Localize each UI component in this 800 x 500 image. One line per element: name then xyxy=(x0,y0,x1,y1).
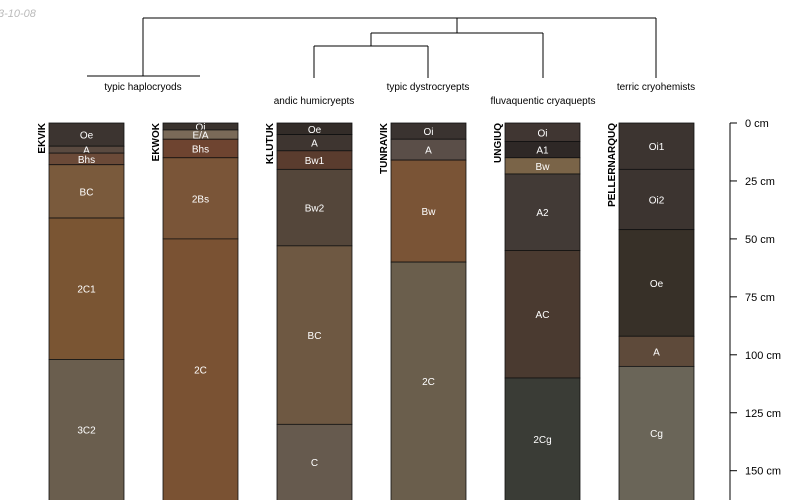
horizon-label: Oi2 xyxy=(649,195,665,206)
horizon-ekvik-5 xyxy=(48,359,125,500)
date-stamp: 3-10-08 xyxy=(0,8,36,20)
horizon-ekwok-4 xyxy=(162,238,239,500)
horizon-label: 2C xyxy=(422,377,435,388)
horizon-label: A2 xyxy=(536,208,549,219)
profile-name-pellernarquq: PELLERNARQUQ xyxy=(607,123,618,207)
horizon-label: Oe xyxy=(80,131,94,142)
horizon-label: Bw1 xyxy=(305,156,325,167)
horizon-ungiuq-3 xyxy=(504,173,581,251)
horizon-ungiuq-4 xyxy=(504,250,581,379)
depth-tick-label-75: 75 cm xyxy=(745,292,775,304)
profile-name-ekwok: EKWOK xyxy=(151,122,162,161)
horizon-label: AC xyxy=(536,310,550,321)
horizon-ungiuq-5 xyxy=(504,377,581,500)
horizon-label: Oe xyxy=(308,125,322,136)
taxon-label-5: terric cryohemists xyxy=(617,82,695,93)
horizon-label: A xyxy=(311,139,318,150)
horizon-label: Bhs xyxy=(192,144,209,155)
depth-tick-label-50: 50 cm xyxy=(745,234,775,246)
horizon-label: Oe xyxy=(650,279,664,290)
horizon-pellernarquq-2 xyxy=(618,229,695,337)
horizon-label: 2Bs xyxy=(192,194,209,205)
horizon-label: A1 xyxy=(536,146,549,157)
horizon-label: A xyxy=(83,146,90,157)
profile-name-ungiuq: UNGIUQ xyxy=(493,123,504,163)
horizon-label: Oi1 xyxy=(649,142,665,153)
taxon-label-2: andic humicryepts xyxy=(274,96,355,107)
horizon-label: 2Cg xyxy=(533,435,551,446)
horizon-label: 3C2 xyxy=(77,426,96,437)
horizon-pellernarquq-1 xyxy=(618,168,695,231)
horizon-label: Bw xyxy=(422,207,437,218)
horizon-ekvik-4 xyxy=(48,217,125,360)
horizon-klutuk-5 xyxy=(276,423,353,500)
horizon-label: A xyxy=(425,146,432,157)
horizon-label: E/A xyxy=(192,131,208,142)
horizon-label: Oi xyxy=(538,128,548,139)
horizon-tunravik-2 xyxy=(390,159,467,263)
horizon-label: C xyxy=(311,458,318,469)
horizon-label: BC xyxy=(80,187,94,198)
horizon-label: Bhs xyxy=(78,155,95,166)
horizon-label: Cg xyxy=(650,429,663,440)
horizon-pellernarquq-3 xyxy=(618,335,695,367)
horizon-label: Bw2 xyxy=(305,204,325,215)
profile-name-tunravik: TUNRAVIK xyxy=(379,122,390,174)
horizon-label: BC xyxy=(308,331,322,342)
horizon-label: Oi xyxy=(424,127,434,138)
depth-tick-label-100: 100 cm xyxy=(745,350,781,362)
horizon-klutuk-4 xyxy=(276,245,353,425)
depth-tick-label-0: 0 cm xyxy=(745,118,769,130)
profile-name-klutuk: KLUTUK xyxy=(265,122,276,164)
depth-tick-label-25: 25 cm xyxy=(745,176,775,188)
horizon-ekwok-3 xyxy=(162,157,239,240)
horizon-label: 2C1 xyxy=(77,285,96,296)
horizon-pellernarquq-0 xyxy=(618,122,695,170)
horizon-label: Oi xyxy=(196,122,206,133)
horizon-label: 2C xyxy=(194,365,207,376)
depth-tick-label-150: 150 cm xyxy=(745,466,781,478)
taxon-label-3: typic dystrocryepts xyxy=(387,82,470,93)
taxon-label-0: typic haplocryods xyxy=(104,82,181,93)
profile-name-ekvik: EKVIK xyxy=(37,122,48,153)
depth-tick-label-125: 125 cm xyxy=(745,408,781,420)
horizon-pellernarquq-4 xyxy=(618,365,695,500)
horizon-klutuk-3 xyxy=(276,168,353,247)
taxon-label-4: fluvaquentic cryaquepts xyxy=(490,96,595,107)
horizon-label: A xyxy=(653,347,660,358)
horizon-tunravik-3 xyxy=(390,261,467,500)
horizon-label: Bw xyxy=(536,162,551,173)
